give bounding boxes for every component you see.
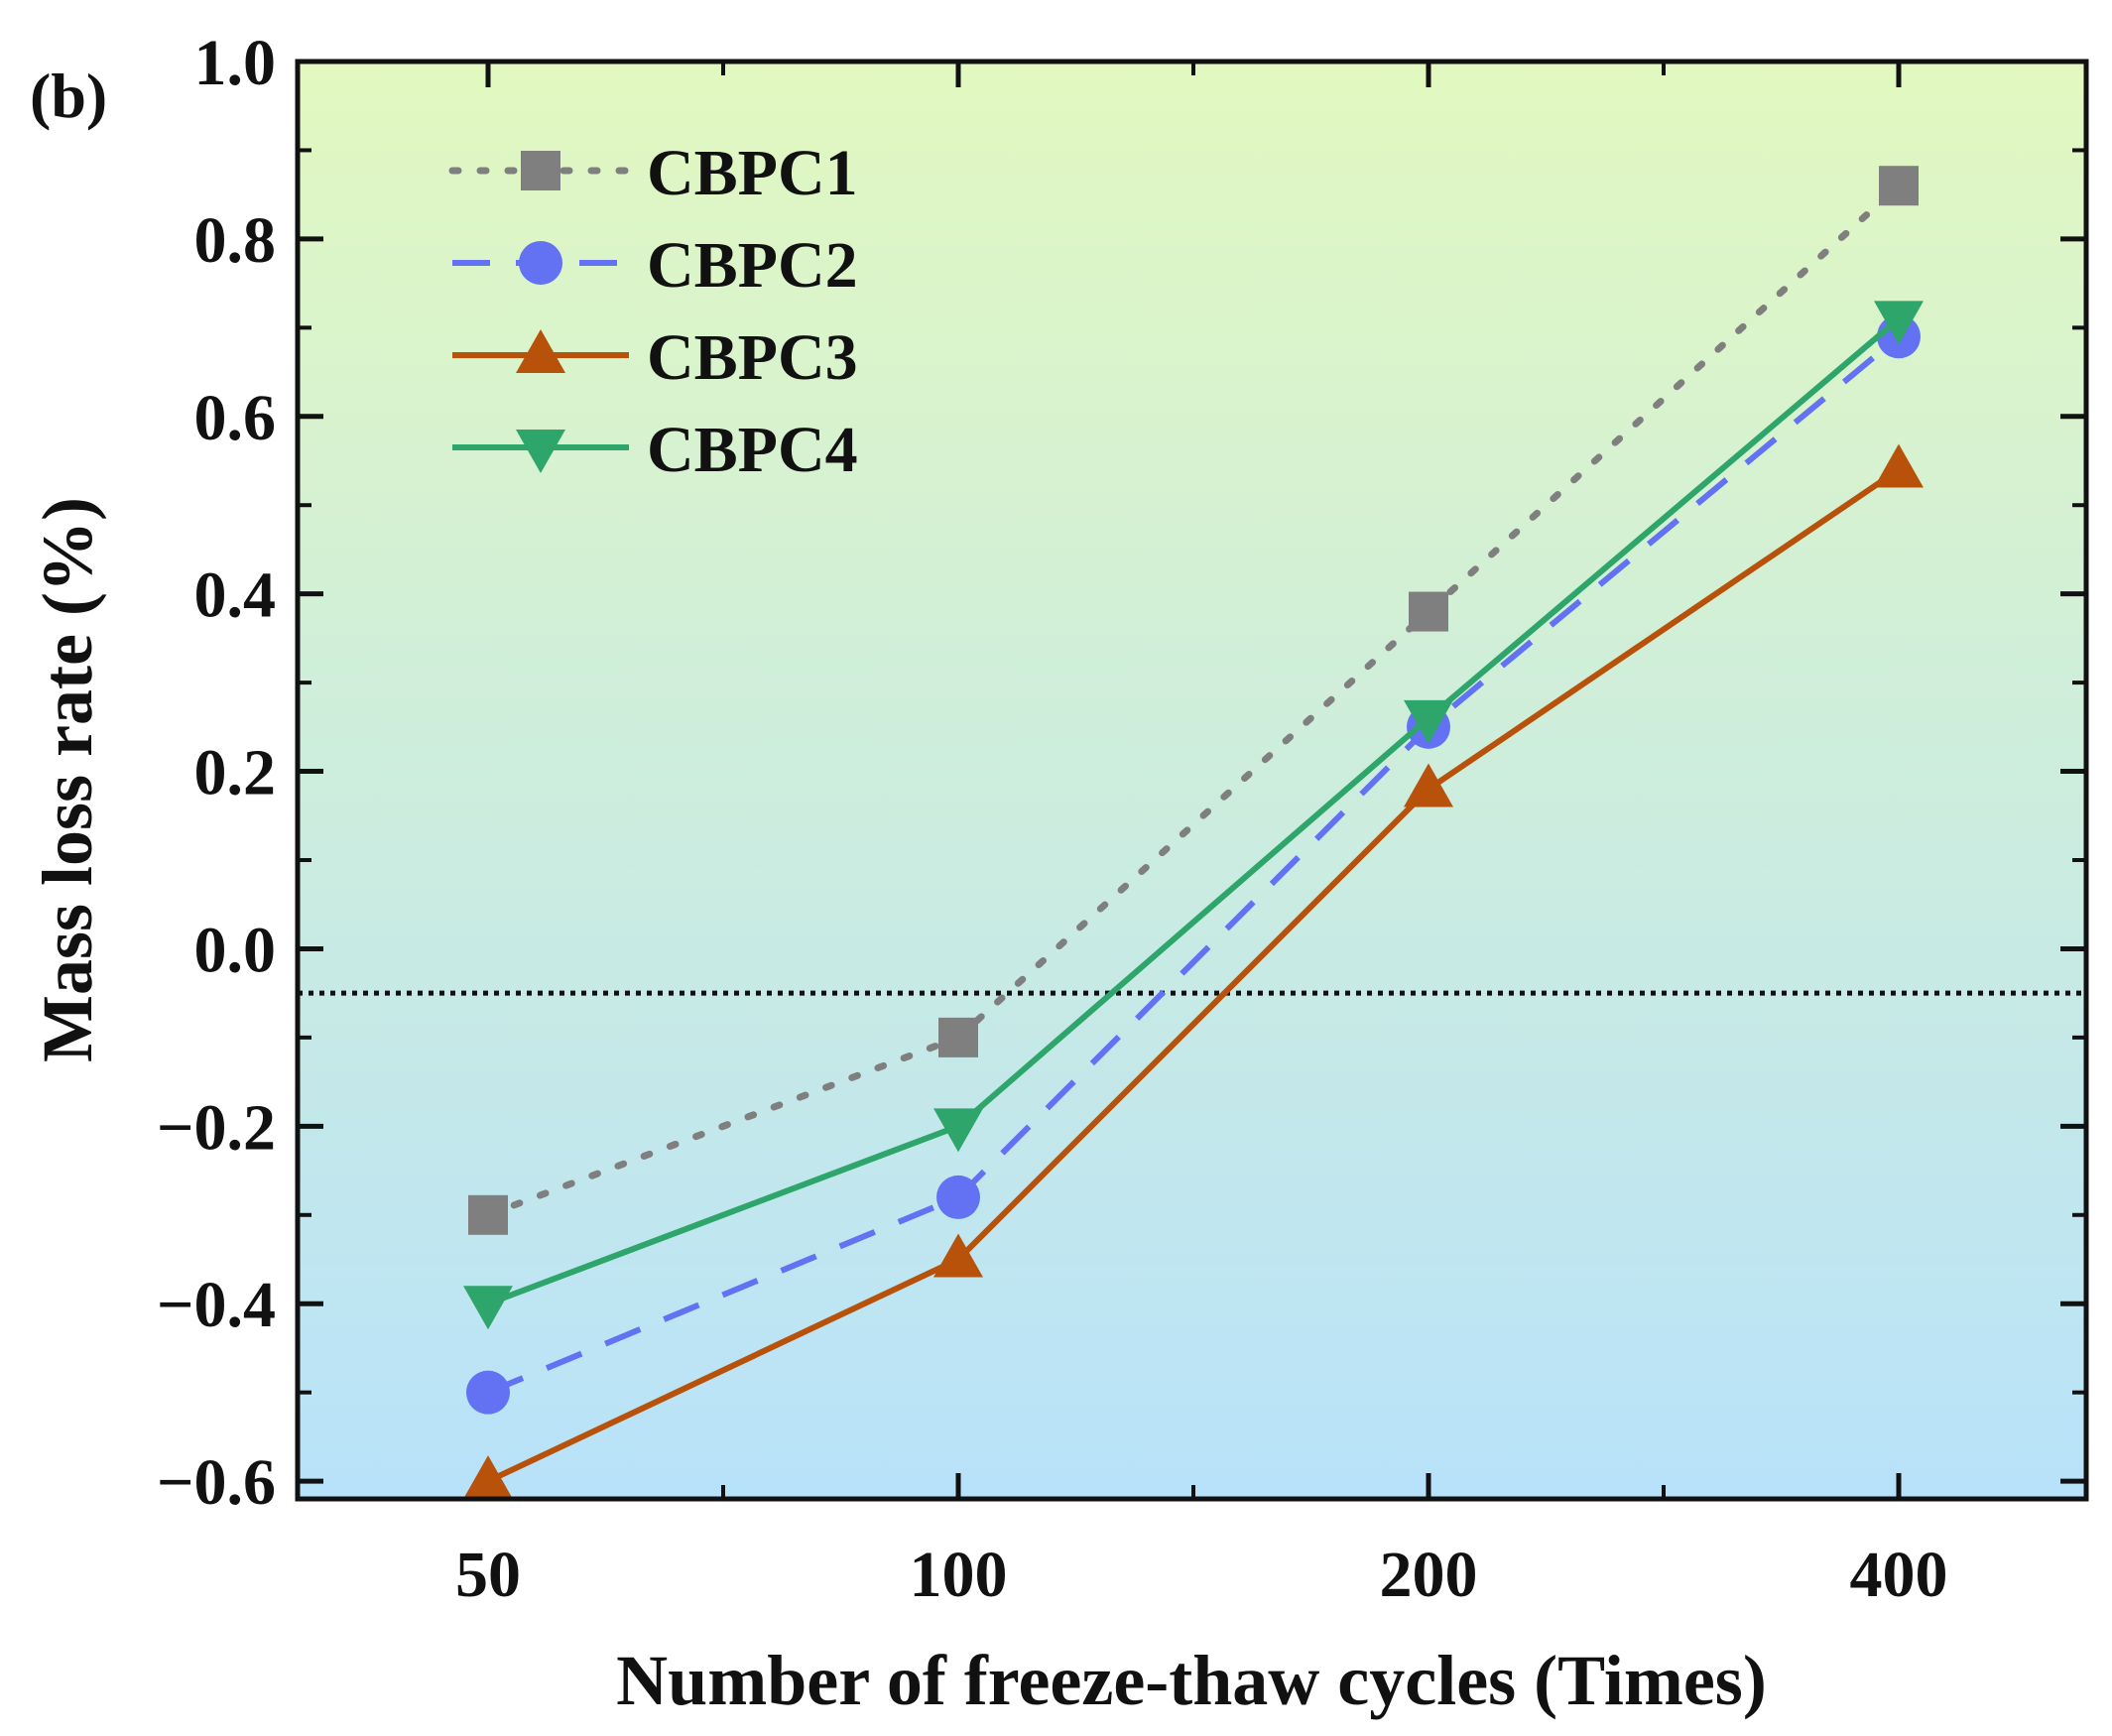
legend-label: CBPC2 bbox=[647, 229, 858, 302]
x-tick-label: 100 bbox=[910, 1539, 1008, 1611]
series-line bbox=[486, 333, 1901, 1396]
legend-marker bbox=[516, 430, 565, 473]
legend-label: CBPC4 bbox=[647, 414, 858, 486]
series-cbpc4 bbox=[463, 301, 1924, 1330]
y-tick-label: −0.6 bbox=[157, 1446, 276, 1519]
plot-background bbox=[298, 62, 2086, 1499]
x-axis-ticks: 50 100 200 400 bbox=[455, 62, 1948, 1611]
y-axis-title: Mass loss rate (%) bbox=[28, 497, 107, 1062]
y-tick-label: 0.2 bbox=[194, 737, 277, 809]
y-tick-label: −0.4 bbox=[157, 1269, 276, 1341]
legend-marker bbox=[519, 241, 562, 285]
y-tick-label: 0.4 bbox=[194, 559, 277, 632]
data-point bbox=[1404, 699, 1453, 744]
data-point bbox=[1409, 591, 1448, 632]
y-tick-label: 0.8 bbox=[194, 204, 277, 277]
y-axis-ticks: −0.6 −0.4 −0.2 0.0 0.2 0.4 0.6 0.8 1.0 bbox=[157, 27, 2086, 1519]
x-axis-title: Number of freeze-thaw cycles (Times) bbox=[616, 1641, 1767, 1720]
y-tick-label: 1.0 bbox=[194, 27, 277, 99]
legend-label: CBPC1 bbox=[647, 137, 858, 209]
data-point bbox=[938, 1017, 978, 1057]
data-point bbox=[936, 1175, 980, 1219]
series-layer bbox=[463, 166, 1924, 1500]
series-line bbox=[486, 466, 1901, 1484]
series-line bbox=[484, 182, 1903, 1219]
data-point bbox=[1404, 763, 1453, 807]
legend-label: CBPC3 bbox=[647, 321, 858, 394]
legend: CBPC1 CBPC2 CBPC3 CBPC4 bbox=[448, 137, 858, 486]
y-tick-label: −0.2 bbox=[157, 1091, 276, 1164]
series-line bbox=[486, 316, 1901, 1307]
data-point bbox=[933, 1233, 983, 1278]
data-point bbox=[463, 1455, 513, 1500]
legend-item-cbpc3: CBPC3 bbox=[452, 321, 858, 394]
series-cbpc3 bbox=[463, 443, 1924, 1500]
data-point bbox=[1874, 301, 1924, 345]
data-point bbox=[466, 1370, 510, 1415]
x-tick-label: 50 bbox=[455, 1539, 521, 1611]
x-tick-label: 200 bbox=[1380, 1539, 1478, 1611]
data-point bbox=[1874, 443, 1924, 488]
legend-marker bbox=[521, 151, 560, 190]
plot-frame bbox=[295, 59, 2089, 1502]
data-point bbox=[933, 1108, 983, 1153]
y-tick-label: 0.6 bbox=[194, 382, 277, 454]
data-point bbox=[468, 1194, 508, 1235]
series-cbpc1 bbox=[468, 166, 1919, 1235]
legend-item-cbpc4: CBPC4 bbox=[452, 414, 858, 486]
x-tick-label: 400 bbox=[1850, 1539, 1948, 1611]
legend-item-cbpc1: CBPC1 bbox=[448, 137, 858, 209]
data-point bbox=[463, 1286, 513, 1330]
legend-item-cbpc2: CBPC2 bbox=[452, 229, 858, 302]
legend-marker bbox=[516, 329, 565, 373]
data-point bbox=[1879, 166, 1919, 206]
y-tick-label: 0.0 bbox=[194, 914, 277, 986]
panel-label: (b) bbox=[30, 61, 107, 131]
